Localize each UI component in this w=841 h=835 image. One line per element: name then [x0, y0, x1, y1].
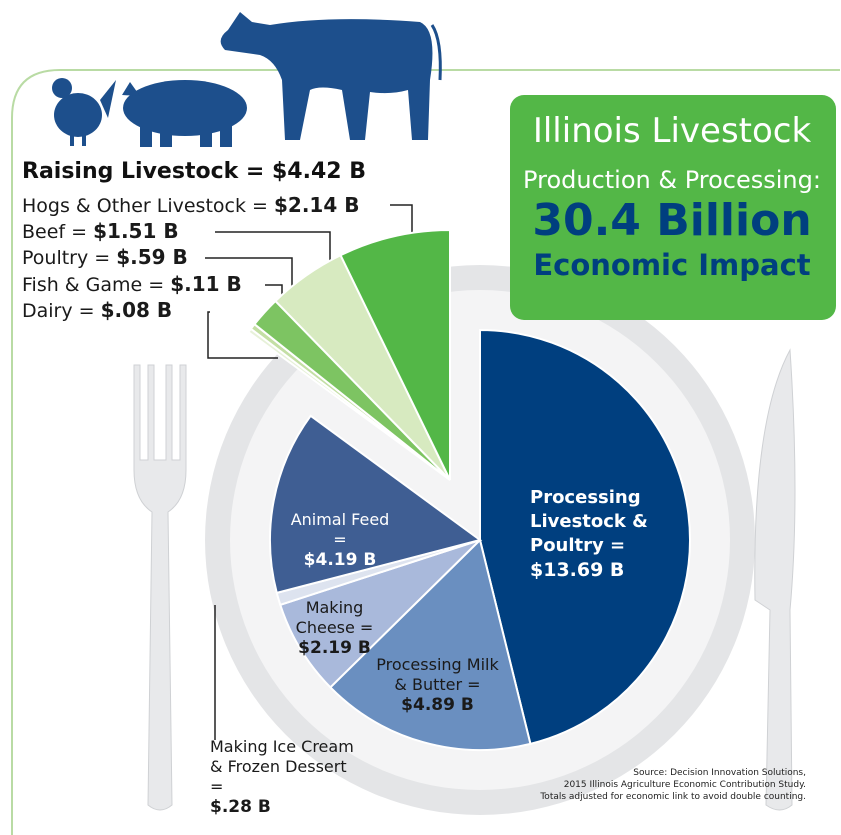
label-value: $1.51 B — [93, 219, 179, 243]
slice-label: Hogs & Other Livestock = $2.14 B — [22, 193, 359, 217]
slice-label: Processing Milk & Butter = $4.89 B — [370, 655, 505, 715]
label-category: Poultry = — [22, 247, 111, 269]
frame — [11, 69, 840, 835]
label-value: $.28 B — [210, 797, 271, 817]
label-category: Processing Milk & Butter = — [376, 655, 499, 694]
label-value: $4.89 B — [401, 695, 474, 715]
group-heading: Raising Livestock = $4.42 B — [22, 159, 366, 184]
headline-sub: Economic Impact — [533, 248, 810, 282]
label-value: $.11 B — [170, 272, 242, 296]
label-category: Making Ice Cream & Frozen Dessert = — [210, 737, 354, 796]
title: Illinois Livestock — [533, 111, 812, 151]
label-value: $13.69 B — [530, 559, 625, 581]
slice-label: Processing Livestock & Poultry = $13.69 B — [530, 486, 660, 582]
slice-label: Making Ice Cream & Frozen Dessert = $.28 … — [210, 737, 360, 817]
label-value: $4.19 B — [303, 550, 377, 570]
pie-slice — [328, 538, 532, 751]
knife — [754, 348, 796, 811]
label-category: Beef = — [22, 221, 88, 243]
slice-label: Beef = $1.51 B — [22, 219, 179, 243]
source: Totals adjusted for economic link to avo… — [539, 792, 806, 802]
label-category: Animal Feed = — [290, 510, 390, 549]
slice-label: Poultry = $.59 B — [22, 245, 188, 269]
slice-label: Animal Feed = $4.19 B — [285, 510, 395, 570]
label-value: $.08 B — [100, 298, 173, 322]
pie-slice — [269, 414, 483, 595]
label-category: Making Cheese = — [295, 598, 374, 637]
label-category: Dairy = — [22, 300, 95, 322]
source: 2015 Illinois Agriculture Economic Contr… — [564, 780, 806, 790]
fork — [133, 364, 187, 811]
subtitle: Production & Processing: — [523, 166, 821, 194]
slice-label: Making Cheese = $2.19 B — [292, 598, 377, 658]
animals — [52, 12, 442, 147]
label-value: $2.19 B — [298, 638, 371, 658]
pie-slice — [339, 228, 451, 481]
label-category: Processing Livestock & Poultry = — [530, 487, 648, 556]
label-category: Fish & Game = — [22, 274, 165, 296]
slice-label: Fish & Game = $.11 B — [22, 272, 242, 296]
pie-slice — [279, 539, 481, 689]
source: Source: Decision Innovation Solutions, — [633, 768, 806, 778]
pie-slice — [479, 328, 691, 746]
title-box — [510, 95, 836, 320]
label-value: $2.14 B — [273, 193, 360, 217]
headline: 30.4 Billion — [532, 195, 811, 246]
label-value: $.59 B — [116, 245, 188, 269]
slice-label: Dairy = $.08 B — [22, 298, 172, 322]
label-category: Hogs & Other Livestock = — [22, 195, 268, 217]
